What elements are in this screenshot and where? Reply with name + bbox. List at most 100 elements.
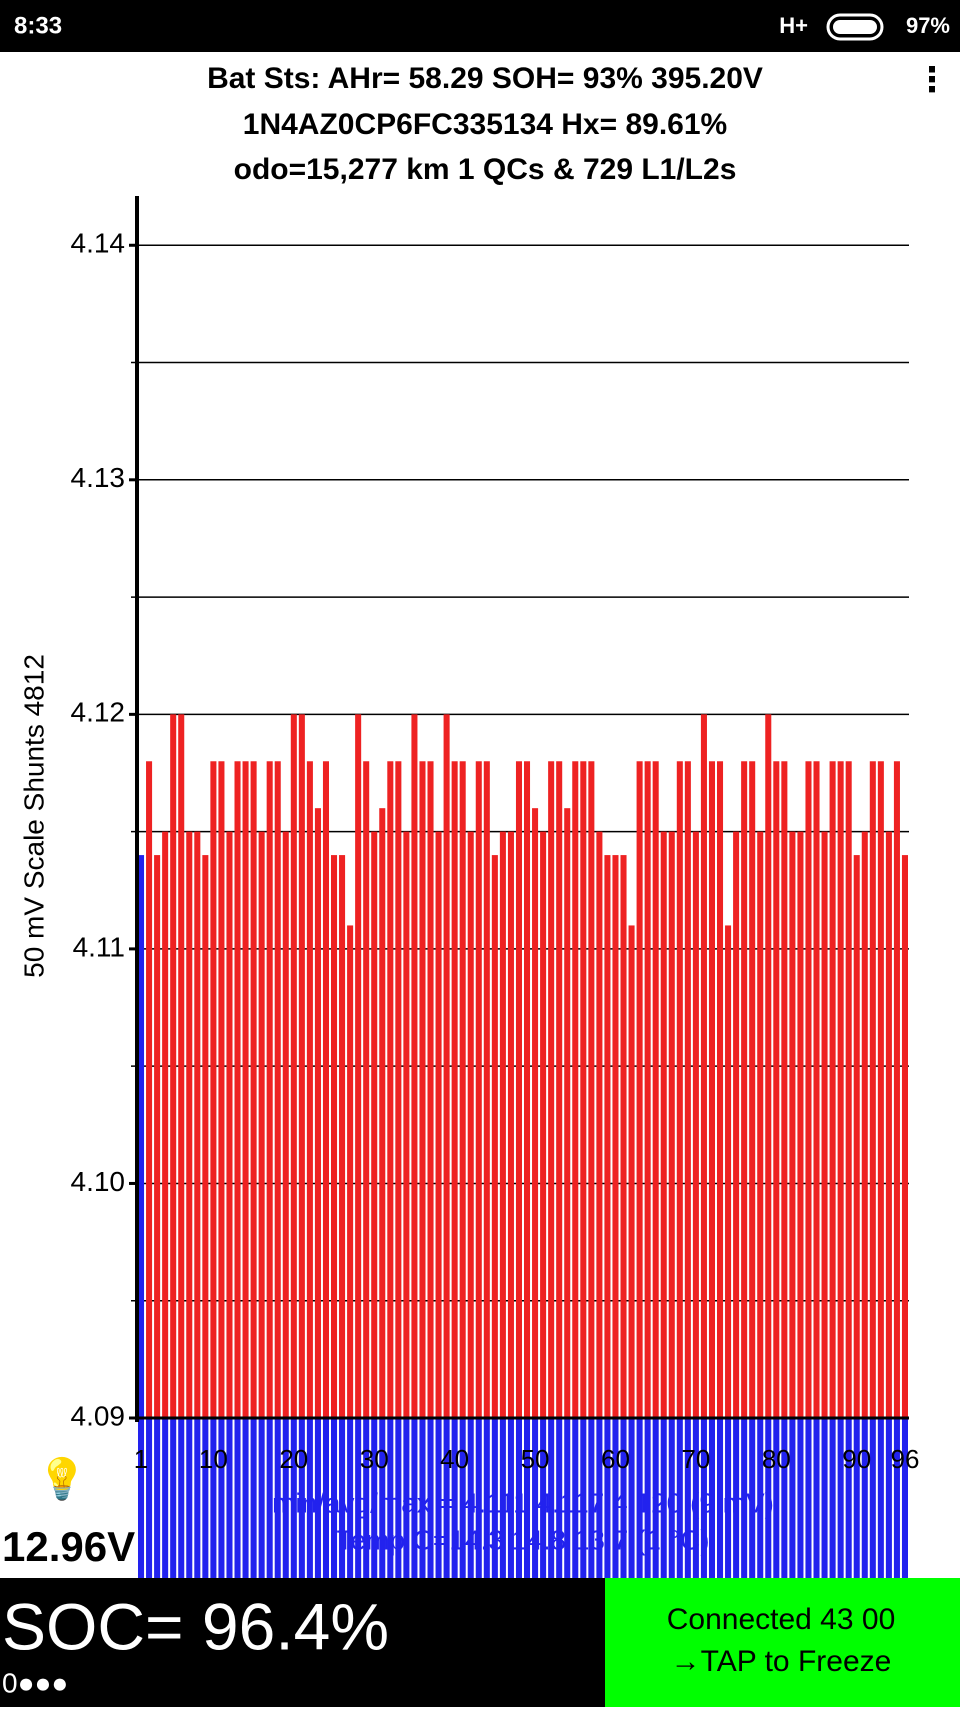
soc-panel xyxy=(0,1578,605,1707)
x-tick-label: 1 xyxy=(134,1444,148,1474)
bar xyxy=(371,831,378,1418)
bar xyxy=(322,761,329,1418)
shunt-strip xyxy=(789,1418,796,1578)
shunt-strip xyxy=(604,1418,611,1578)
bar xyxy=(226,831,233,1418)
bar xyxy=(620,855,627,1418)
shunt-strip xyxy=(668,1418,675,1578)
bar xyxy=(347,925,354,1418)
bar xyxy=(363,761,370,1418)
connect-button[interactable] xyxy=(605,1578,960,1707)
connect-hint: →TAP to Freeze xyxy=(671,1645,892,1678)
shunt-strip xyxy=(524,1418,531,1578)
shunt-strip xyxy=(620,1418,627,1578)
bar xyxy=(314,808,321,1418)
shunt-strip xyxy=(813,1418,820,1578)
soc: SOC= 96.4% xyxy=(2,1589,389,1663)
bar xyxy=(845,761,852,1418)
bar xyxy=(427,761,434,1418)
shunt-strip xyxy=(532,1418,539,1578)
shunt-strip xyxy=(427,1418,434,1578)
y-tick-label: 4.09 xyxy=(71,1400,126,1431)
shunt-strip xyxy=(266,1418,273,1578)
bar xyxy=(893,761,900,1418)
aux-voltage: 12.96V xyxy=(2,1523,135,1570)
bar xyxy=(379,808,386,1418)
shunt-strip xyxy=(242,1418,249,1578)
shunt-strip xyxy=(741,1418,748,1578)
shunt-strip xyxy=(628,1418,635,1578)
bulb-icon[interactable]: 💡 xyxy=(37,1456,87,1502)
shunt-strip xyxy=(170,1418,177,1578)
bar xyxy=(660,831,667,1418)
shunt-strip xyxy=(274,1418,281,1578)
bar xyxy=(266,761,273,1418)
shunt-strip xyxy=(491,1418,498,1578)
shunt-strip xyxy=(845,1418,852,1578)
bar xyxy=(869,761,876,1418)
shunt-strip xyxy=(226,1418,233,1578)
bar xyxy=(411,714,418,1418)
shunt-strip xyxy=(475,1418,482,1578)
bar xyxy=(178,714,185,1418)
bar xyxy=(467,831,474,1418)
shunt-strip xyxy=(459,1418,466,1578)
shunt-strip xyxy=(218,1418,225,1578)
shunt-strip xyxy=(419,1418,426,1578)
bar xyxy=(210,761,217,1418)
bar xyxy=(741,761,748,1418)
stats-line: min/avg/max = 4.111 4.117 4.120 (9 mV) xyxy=(272,1487,774,1518)
bar xyxy=(298,714,305,1418)
bar xyxy=(636,761,643,1418)
shunt-strip xyxy=(821,1418,828,1578)
bar xyxy=(186,831,193,1418)
shunt-strip xyxy=(781,1418,788,1578)
y-tick-label: 4.11 xyxy=(73,931,125,962)
shunt-strip xyxy=(507,1418,514,1578)
shunt-strip xyxy=(877,1418,884,1578)
bar xyxy=(258,831,265,1418)
shunt-strip xyxy=(797,1418,804,1578)
x-tick-label: 60 xyxy=(601,1444,630,1474)
bar xyxy=(813,761,820,1418)
x-tick-label: 90 xyxy=(842,1444,871,1474)
bar xyxy=(821,831,828,1418)
shunt-strip xyxy=(339,1418,346,1578)
bar xyxy=(725,925,732,1418)
bar xyxy=(154,855,161,1418)
bar xyxy=(483,761,490,1418)
shunt-strip xyxy=(660,1418,667,1578)
menu-button[interactable]: ⋮ xyxy=(915,61,949,99)
shunt-strip xyxy=(467,1418,474,1578)
bar xyxy=(668,831,675,1418)
bar xyxy=(628,925,635,1418)
x-tick-label: 70 xyxy=(681,1444,710,1474)
shunt-strip xyxy=(363,1418,370,1578)
bar xyxy=(773,761,780,1418)
shunt-strip xyxy=(298,1418,305,1578)
bar xyxy=(717,761,724,1418)
bar xyxy=(789,831,796,1418)
status-dots: 0●●● xyxy=(2,1667,68,1698)
bar xyxy=(676,761,683,1418)
shunt-strip xyxy=(885,1418,892,1578)
bar xyxy=(242,761,249,1418)
x-tick-label: 40 xyxy=(440,1444,469,1474)
shunt-strip xyxy=(540,1418,547,1578)
shunt-strip xyxy=(572,1418,579,1578)
bar xyxy=(644,761,651,1418)
shunt-strip xyxy=(765,1418,772,1578)
bar xyxy=(138,855,145,1418)
shunt-strip xyxy=(194,1418,201,1578)
bar xyxy=(596,831,603,1418)
shunt-strip xyxy=(435,1418,442,1578)
x-tick-label: 30 xyxy=(360,1444,389,1474)
connect-status: Connected 43 00 xyxy=(667,1603,896,1636)
bar xyxy=(885,831,892,1418)
y-tick-label: 4.14 xyxy=(71,228,126,259)
bar xyxy=(194,831,201,1418)
bar xyxy=(162,831,169,1418)
y-axis-label: 50 mV Scale Shunts 4812 xyxy=(18,654,49,978)
bar xyxy=(443,714,450,1418)
bar xyxy=(331,855,338,1418)
